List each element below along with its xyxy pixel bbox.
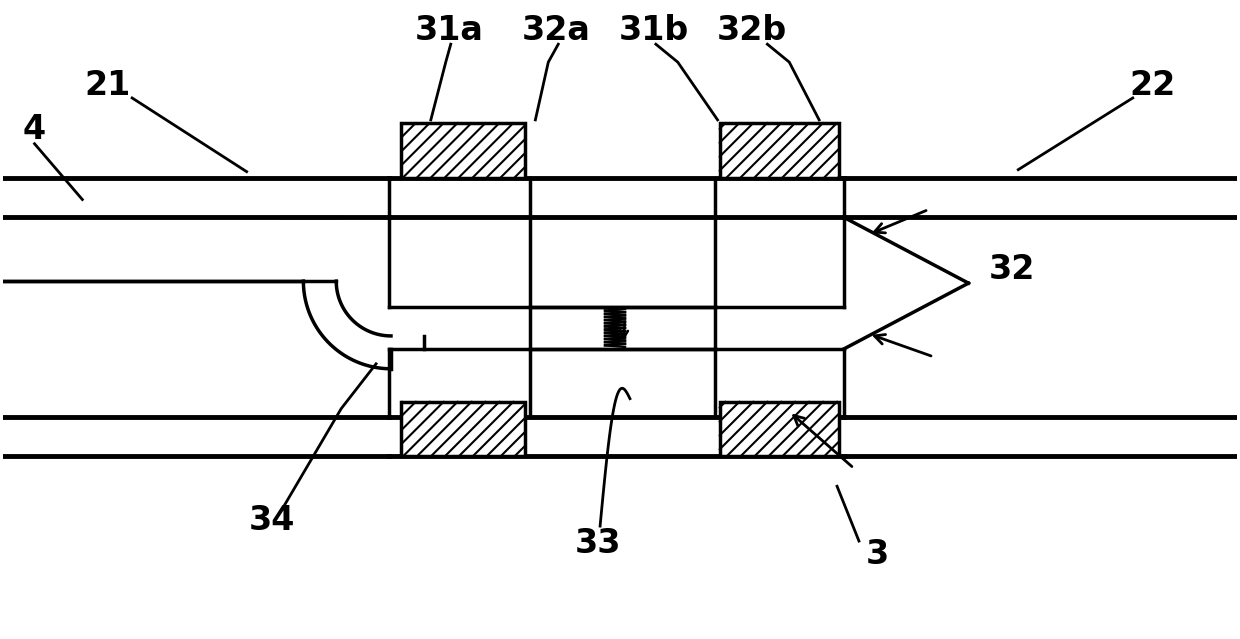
Text: 32a: 32a (522, 14, 590, 47)
Bar (719, 123, 839, 178)
Text: 32: 32 (988, 252, 1034, 286)
Text: 31b: 31b (619, 14, 689, 47)
Text: 32b: 32b (717, 14, 786, 47)
Text: 3: 3 (866, 539, 889, 571)
Text: 4: 4 (24, 113, 46, 146)
Bar (719, 402, 839, 456)
Text: 22: 22 (1130, 68, 1176, 102)
Text: 34: 34 (248, 504, 295, 537)
Text: 21: 21 (84, 68, 130, 102)
Text: 33: 33 (575, 527, 621, 560)
Bar (401, 123, 526, 178)
Text: 31a: 31a (414, 14, 484, 47)
Bar (401, 402, 526, 456)
